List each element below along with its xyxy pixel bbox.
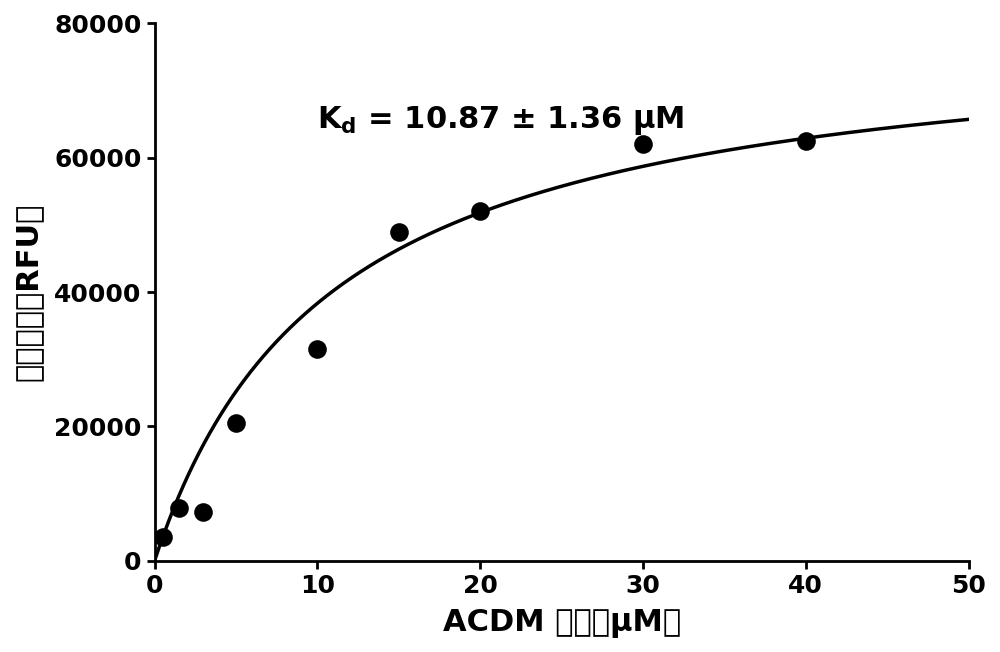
Point — [228, 418, 244, 428]
Point — [391, 226, 407, 237]
Y-axis label: 荧光強度（RFU）: 荧光強度（RFU） — [14, 203, 43, 381]
Point — [472, 206, 488, 216]
Point — [309, 344, 325, 355]
X-axis label: ACDM 浓度（μM）: ACDM 浓度（μM） — [443, 609, 681, 638]
Text: $\mathbf{K_d}$ = 10.87 ± 1.36 μM: $\mathbf{K_d}$ = 10.87 ± 1.36 μM — [317, 104, 685, 137]
Point — [635, 139, 651, 149]
Point — [195, 507, 211, 518]
Point — [798, 136, 814, 146]
Point — [171, 503, 187, 514]
Point — [155, 532, 171, 542]
